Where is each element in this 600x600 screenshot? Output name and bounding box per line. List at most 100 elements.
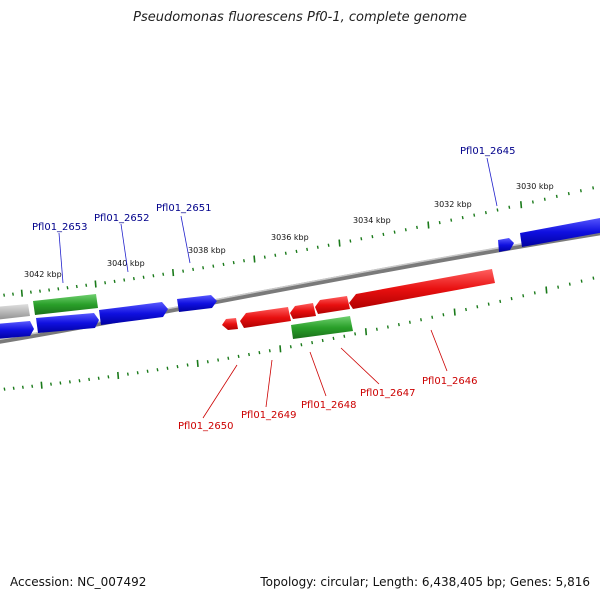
minor-tick [408, 320, 411, 324]
gene-pfl01-2648[interactable] [290, 303, 316, 319]
minor-tick [438, 220, 441, 225]
label-leader-line [120, 223, 129, 273]
label-leader-line [486, 157, 498, 207]
label-leader-line [202, 364, 238, 419]
reverse-gene-labels: Pfl01_2646 Pfl01_2647 Pfl01_2648 Pfl01_2… [178, 329, 478, 432]
minor-tick [508, 205, 511, 209]
minor-tick [107, 375, 110, 379]
minor-tick [142, 275, 145, 279]
minor-tick [156, 368, 159, 372]
minor-tick [146, 369, 149, 373]
gene-label-pfl01-2649[interactable]: Pfl01_2649 [241, 410, 297, 421]
minor-tick [268, 349, 271, 353]
gene-pfl01-2650[interactable] [222, 318, 238, 330]
map-title: Pseudomonas fluorescens Pf0-1, complete … [133, 10, 467, 25]
gene-label-pfl01-2651[interactable]: Pfl01_2651 [156, 203, 212, 214]
scale-tick-label: 3042 kbp [24, 270, 62, 279]
minor-tick [592, 186, 595, 190]
gene-forward-right[interactable] [520, 217, 600, 247]
minor-tick [531, 200, 534, 204]
minor-tick [152, 274, 155, 278]
minor-tick [217, 358, 220, 362]
minor-tick [39, 289, 41, 293]
minor-tick [12, 386, 15, 390]
label-leader-line [58, 232, 64, 284]
gene-pfl01-2649[interactable] [240, 307, 291, 328]
label-leader-line [265, 359, 273, 408]
scale-tick-label: 3030 kbp [516, 182, 554, 191]
major-tick [40, 381, 43, 389]
label-leader-line [180, 215, 191, 264]
minor-tick [431, 315, 434, 319]
minor-tick [354, 332, 357, 336]
label-leader-line [430, 329, 448, 372]
gene-pfl01-2651[interactable] [99, 302, 168, 325]
minor-tick [162, 272, 165, 276]
minor-tick [212, 264, 215, 268]
genome-stats-text: Topology: circular; Length: 6,438,405 bp… [260, 575, 590, 589]
minor-tick [327, 243, 330, 247]
minor-tick [349, 239, 352, 243]
minor-tick [123, 278, 126, 282]
minor-tick [332, 336, 335, 341]
gene-pfl01-2645[interactable] [498, 238, 514, 252]
major-tick [196, 359, 199, 367]
gene-blue-left-edge[interactable] [0, 321, 34, 339]
minor-tick [343, 334, 346, 338]
minor-tick [496, 208, 499, 212]
forward-scale-ticks [3, 186, 595, 297]
minor-tick [3, 387, 6, 391]
major-tick [453, 308, 456, 316]
minor-tick [533, 291, 536, 295]
minor-tick [202, 266, 205, 270]
minor-tick [499, 299, 502, 304]
gene-label-pfl01-2646[interactable]: Pfl01_2646 [422, 376, 478, 387]
gene-pfl01-2647[interactable] [315, 296, 350, 314]
minor-tick [580, 279, 583, 283]
major-tick [545, 286, 548, 294]
minor-tick [420, 318, 422, 322]
minor-tick [21, 385, 24, 389]
minor-tick [382, 232, 385, 237]
gene-label-pfl01-2645[interactable]: Pfl01_2645 [460, 146, 516, 157]
minor-tick [476, 305, 479, 309]
minor-tick [166, 366, 169, 370]
gene-pseudo[interactable] [0, 304, 30, 320]
minor-tick [48, 288, 51, 292]
minor-tick [132, 276, 135, 281]
gene-forward-small[interactable] [177, 295, 217, 312]
minor-tick [450, 218, 453, 222]
minor-tick [360, 237, 363, 241]
minor-tick [397, 322, 400, 327]
minor-tick [78, 379, 81, 383]
minor-tick [321, 338, 324, 343]
gene-pfl01-2652[interactable] [36, 313, 99, 333]
gene-label-pfl01-2652[interactable]: Pfl01_2652 [94, 213, 150, 224]
reverse-genes [222, 269, 495, 339]
minor-tick [258, 350, 261, 355]
scale-tick-label: 3040 kbp [107, 259, 145, 268]
minor-tick [416, 225, 418, 230]
major-tick [364, 328, 368, 336]
minor-tick [31, 384, 34, 388]
gene-label-pfl01-2647[interactable]: Pfl01_2647 [360, 388, 416, 399]
label-leader-line [340, 347, 380, 385]
gene-rna-pfl01-2653[interactable] [33, 294, 98, 315]
gene-label-pfl01-2650[interactable]: Pfl01_2650 [178, 421, 234, 432]
minor-tick [97, 376, 100, 380]
minor-tick [371, 234, 374, 239]
minor-tick [50, 382, 52, 386]
gene-label-pfl01-2648[interactable]: Pfl01_2648 [301, 400, 357, 411]
gene-rna-reverse[interactable] [291, 316, 353, 339]
minor-tick [186, 363, 189, 367]
minor-tick [284, 251, 287, 255]
gene-pfl01-2646[interactable] [349, 269, 495, 309]
scale-tick-label: 3034 kbp [353, 216, 391, 225]
minor-tick [465, 307, 467, 312]
minor-tick [88, 377, 91, 382]
gene-label-pfl01-2653[interactable]: Pfl01_2653 [32, 222, 88, 233]
minor-tick [393, 230, 396, 234]
minor-tick [404, 228, 407, 232]
major-tick [427, 221, 430, 229]
